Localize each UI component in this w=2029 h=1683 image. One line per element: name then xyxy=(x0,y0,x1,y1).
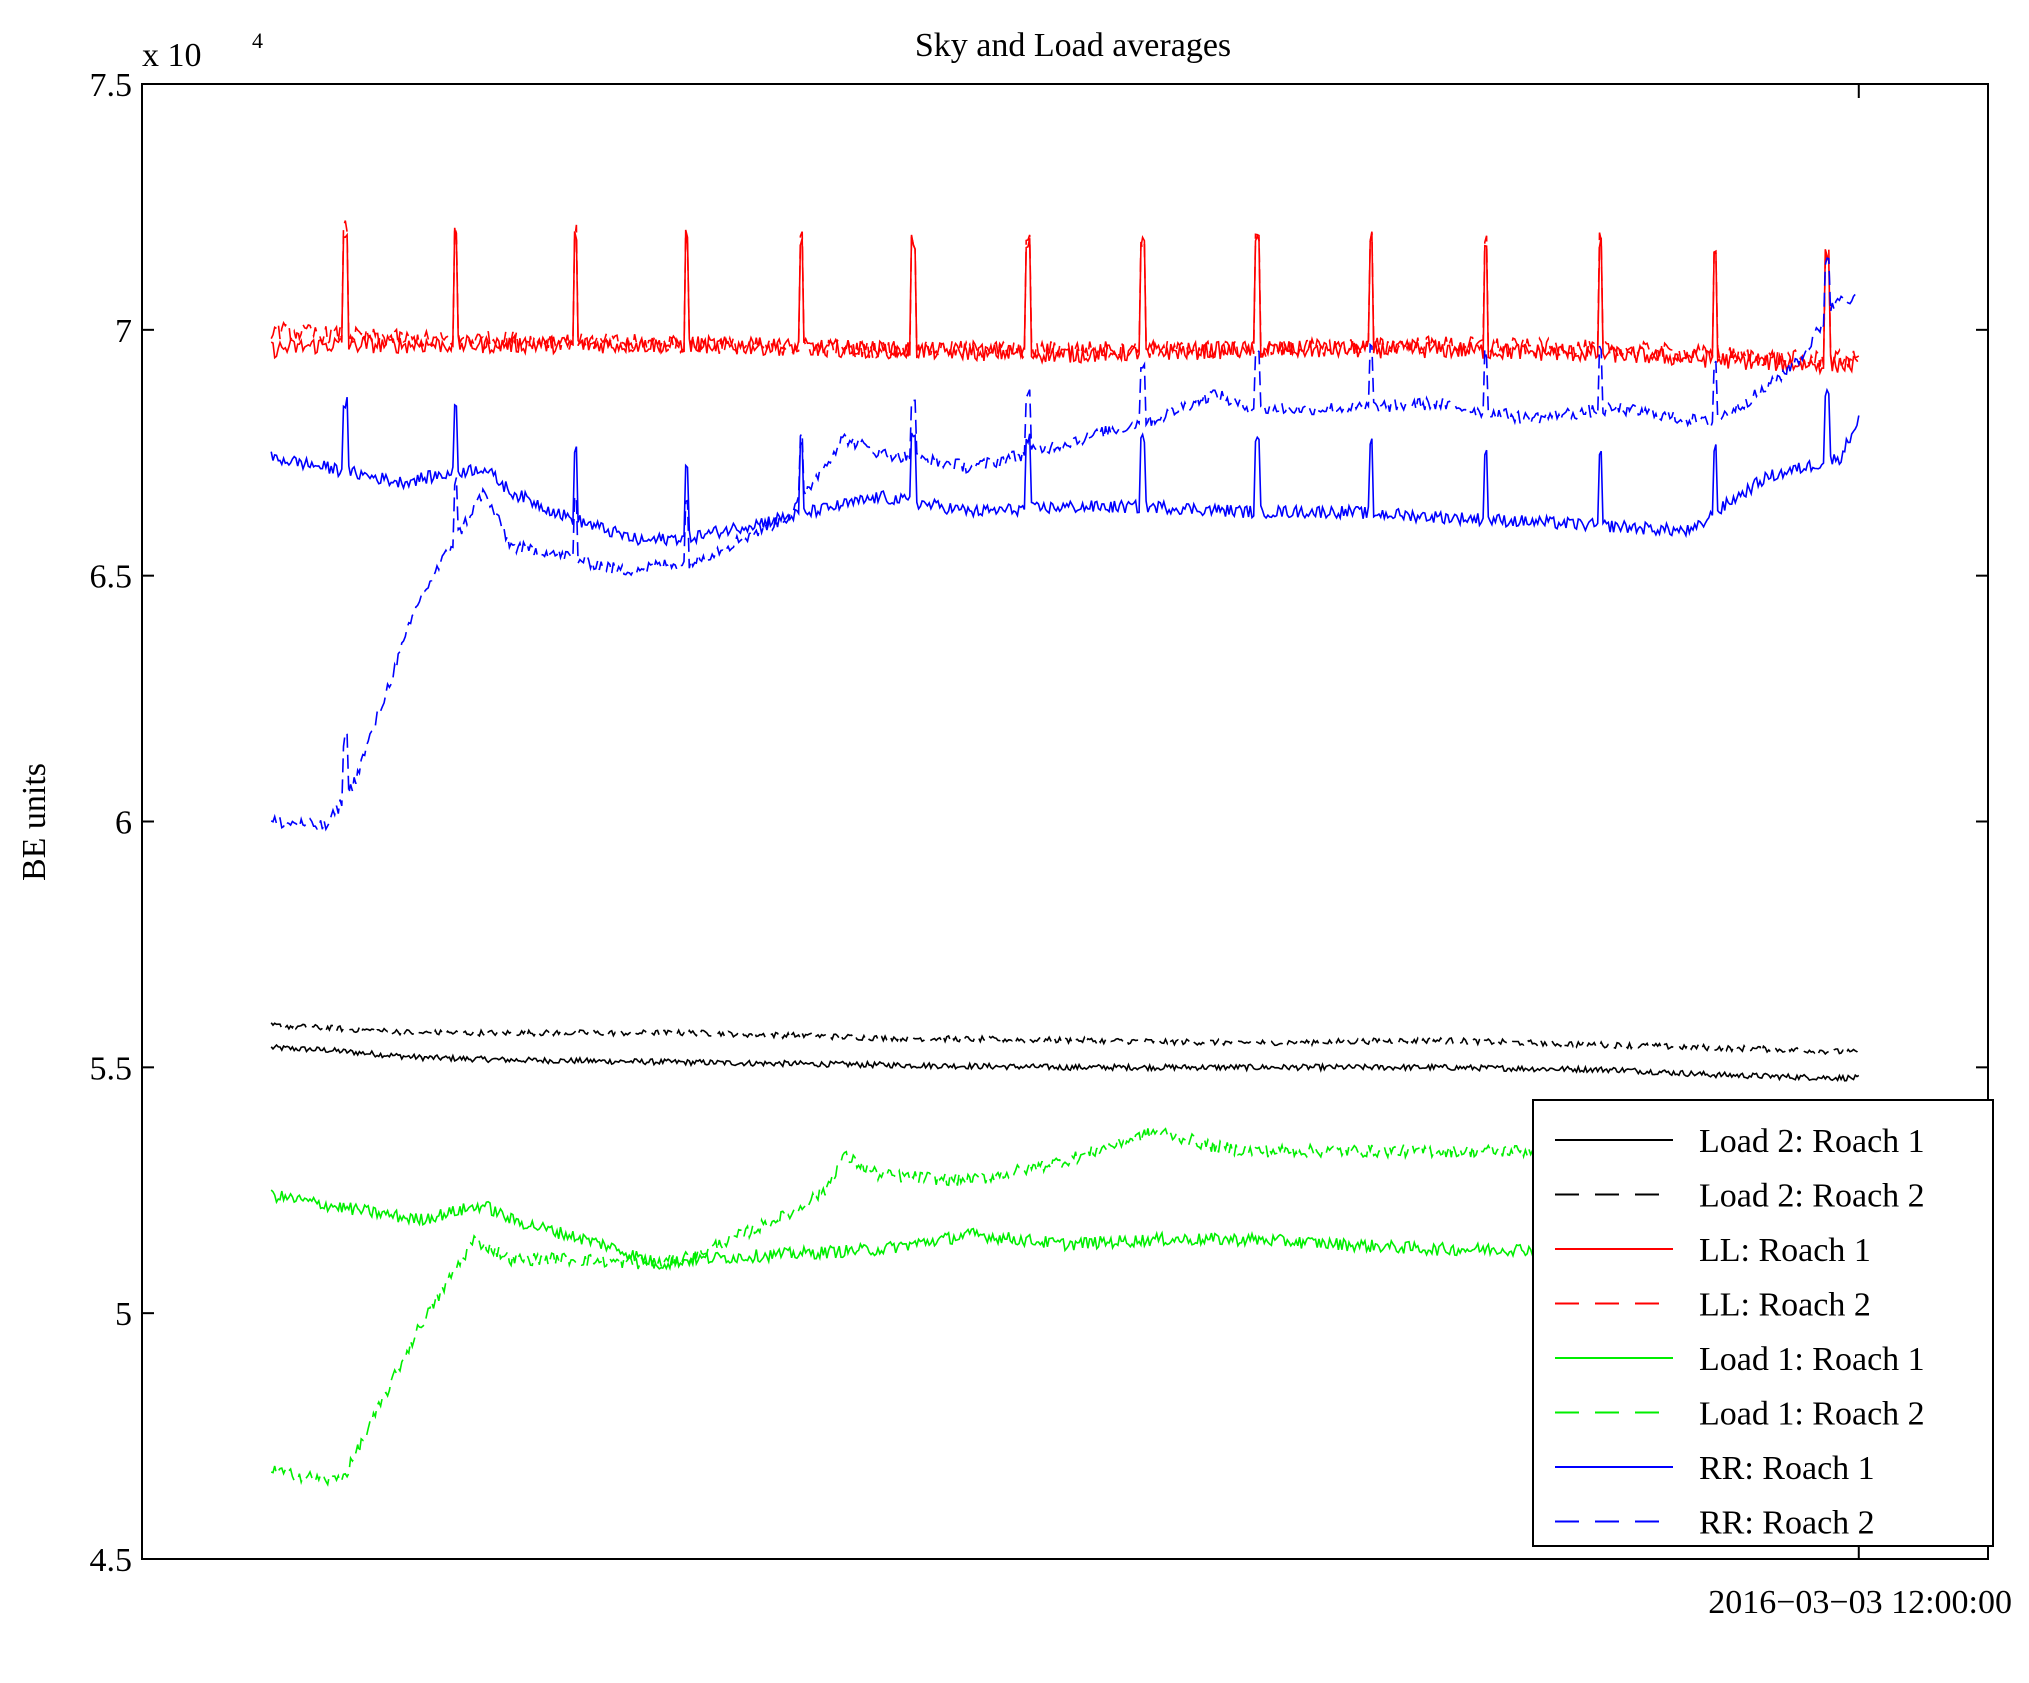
y-tick-label: 7 xyxy=(115,313,132,350)
y-tick-label: 6 xyxy=(115,805,132,842)
y-tick-label: 4.5 xyxy=(90,1542,133,1579)
legend-label: LL: Roach 2 xyxy=(1699,1287,1871,1324)
y-exponent-base: x 10 xyxy=(142,37,202,74)
legend-label: LL: Roach 1 xyxy=(1699,1232,1871,1269)
y-tick-label: 5 xyxy=(115,1296,132,1333)
series-line-8 xyxy=(270,257,1860,832)
legend-label: Load 1: Roach 2 xyxy=(1699,1396,1925,1433)
x-tick-label: 2016−03−03 12:00:00 xyxy=(1708,1584,2012,1621)
legend-label: RR: Roach 1 xyxy=(1699,1450,1875,1487)
legend-label: Load 1: Roach 1 xyxy=(1699,1341,1925,1378)
y-tick-label: 6.5 xyxy=(90,559,133,596)
legend: Load 2: Roach 1 Load 2: Roach 2 LL: Roach … xyxy=(1532,1099,1994,1547)
y-exponent-label: x 10 4 xyxy=(142,28,263,74)
y-tick-label: 5.5 xyxy=(90,1050,133,1087)
legend-label: Load 2: Roach 2 xyxy=(1699,1178,1925,1215)
series-line-2 xyxy=(270,1021,1860,1056)
y-exponent-power: 4 xyxy=(252,28,263,53)
series-line-4 xyxy=(270,220,1860,370)
series-line-1 xyxy=(270,1043,1860,1083)
y-tick-label: 7.5 xyxy=(90,67,133,104)
legend-label: Load 2: Roach 1 xyxy=(1699,1123,1925,1160)
y-axis-label: BE units xyxy=(16,763,53,881)
series-line-7 xyxy=(270,387,1860,547)
axis-ticks: 4.5 5 5.5 6 6.5 7 7.5 2016−03−03 12:00:00 xyxy=(90,67,2013,1621)
legend-box xyxy=(1532,1099,1994,1547)
legend-label: RR: Roach 2 xyxy=(1699,1505,1875,1542)
chart-title: Sky and Load averages xyxy=(915,27,1231,64)
